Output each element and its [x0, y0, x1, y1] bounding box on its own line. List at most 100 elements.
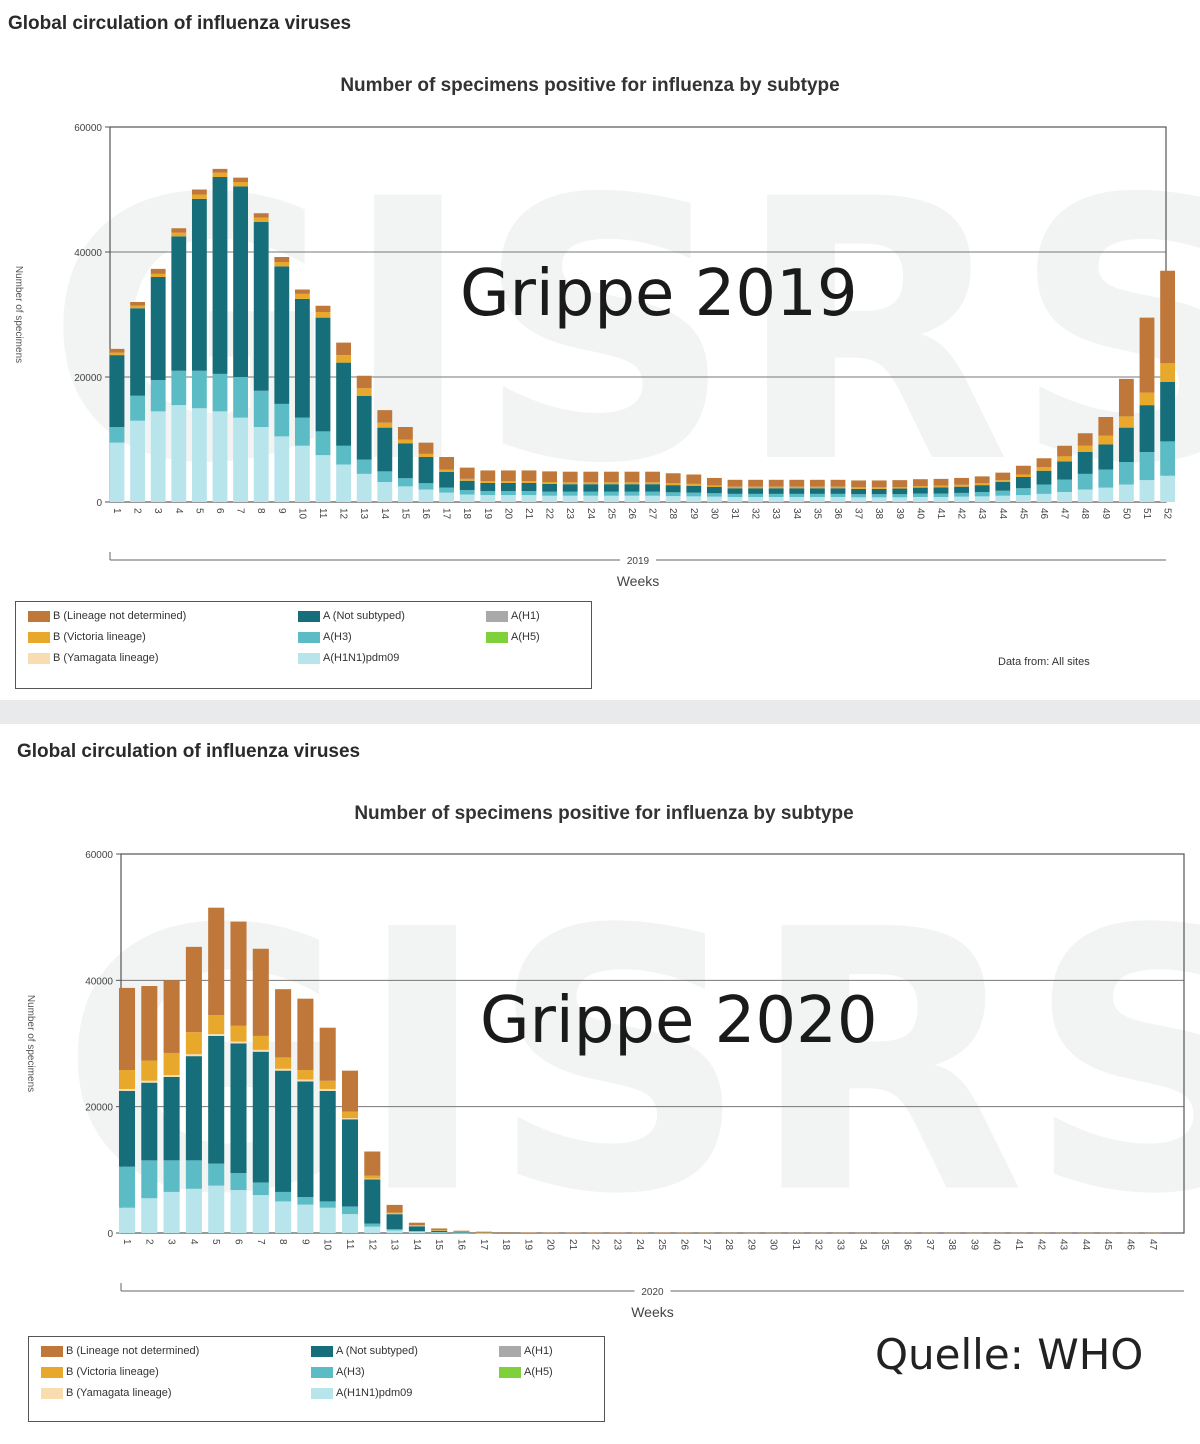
bar-segment-b_lineage_nd	[743, 1232, 760, 1234]
x-tick-label: 1	[111, 508, 122, 514]
bar-segment-a_h1n1pdm09	[418, 489, 434, 502]
bar-segment-a_h3	[230, 1172, 247, 1191]
bar-segment-a_h1n1pdm09	[892, 497, 908, 502]
bar-segment-a_h1n1pdm09	[583, 495, 599, 502]
x-tick-label: 36	[902, 1239, 913, 1251]
bar-segment-a_not_subtyped	[274, 266, 290, 404]
bar-segment-b_victoria	[665, 483, 681, 486]
bar-segment-b_lineage_nd	[654, 1232, 671, 1234]
x-tick-label: 34	[791, 508, 802, 520]
bar-segment-a_not_subtyped	[727, 488, 743, 494]
legend-label: A(H3)	[323, 631, 352, 643]
bar-segment-b_victoria	[319, 1080, 336, 1089]
chart-title: Number of specimens positive for influen…	[340, 75, 839, 96]
bar-segment-a_h3	[297, 1197, 314, 1205]
x-tick-label: 3	[152, 508, 163, 514]
bar-segment-a_h1n1pdm09	[397, 486, 413, 503]
bar-segment-a_not_subtyped	[1057, 461, 1073, 480]
bar-segment-a_not_subtyped	[459, 480, 475, 491]
bar-segment-a_not_subtyped	[191, 198, 207, 371]
bar-segment-b_lineage_nd	[789, 479, 805, 487]
bar-segment-b_lineage_nd	[944, 1232, 961, 1234]
x-tick-label: 21	[567, 1239, 578, 1251]
bar-segment-b_lineage_nd	[109, 348, 125, 353]
x-tick-label: 19	[522, 1239, 533, 1251]
bar-segment-a_h3	[212, 373, 228, 412]
bar-segment-a_h3	[171, 370, 187, 406]
legend-label: A(H1N1)pdm09	[323, 652, 400, 664]
x-tick-label: 43	[1058, 1239, 1069, 1251]
bar-segment-a_h1n1pdm09	[185, 1188, 202, 1233]
bar-segment-b_victoria	[1077, 445, 1093, 452]
bar-segment-a_h3	[475, 1232, 492, 1234]
bar-segment-a_h1n1pdm09	[1036, 493, 1052, 503]
bar-segment-b_lineage_nd	[341, 1070, 359, 1112]
bar-segment-a_h3	[459, 490, 475, 495]
bar-segment-a_h3	[418, 483, 434, 490]
bar-segment-b_lineage_nd	[832, 1232, 849, 1234]
legend-item-a_h5: A(H5)	[486, 631, 540, 643]
bar-segment-a_h3	[150, 380, 166, 412]
x-tick-label: 9	[299, 1239, 310, 1245]
bar-segment-b_lineage_nd	[408, 1222, 425, 1226]
bar-segment-a_h1n1pdm09	[706, 496, 722, 502]
legend-item-b_lineage_nd: B (Lineage not determined)	[41, 1345, 199, 1357]
legend-item-b_yamagata: B (Yamagata lineage)	[28, 652, 159, 664]
bar-segment-b_lineage_nd	[453, 1230, 470, 1232]
bar-segment-a_h3	[336, 445, 352, 465]
bar-segment-a_h3	[974, 492, 990, 497]
bar-segment-a_not_subtyped	[748, 488, 764, 494]
bar-segment-b_lineage_nd	[877, 1232, 894, 1234]
bar-segment-b_lineage_nd	[498, 1232, 515, 1233]
bar-segment-b_victoria	[230, 1025, 247, 1042]
bar-segment-b_lineage_nd	[208, 907, 225, 1016]
bar-segment-a_h1n1pdm09	[364, 1226, 381, 1233]
bar-segment-b_lineage_nd	[698, 1232, 715, 1234]
x-tick-label: 25	[656, 1239, 667, 1251]
bar-segment-b_lineage_nd	[294, 289, 310, 294]
bar-segment-b_lineage_nd	[274, 257, 290, 262]
x-tick-label: 12	[366, 1239, 377, 1251]
bar-segment-b_lineage_nd	[212, 168, 228, 173]
bar-segment-b_lineage_nd	[1100, 1232, 1117, 1234]
legend-item-b_yamagata: B (Yamagata lineage)	[41, 1387, 172, 1399]
bar-segment-a_h1n1pdm09	[954, 496, 970, 502]
bar-segment-b_lineage_nd	[475, 1231, 492, 1233]
bar-segment-a_h1n1pdm09	[748, 497, 764, 502]
bar-segment-b_victoria	[830, 486, 846, 489]
bar-segment-b_lineage_nd	[150, 268, 166, 274]
bar-segment-b_lineage_nd	[1118, 378, 1134, 417]
bar-segment-b_lineage_nd	[163, 980, 180, 1053]
year-label-bg	[634, 1285, 671, 1297]
bar-segment-a_h1n1pdm09	[933, 497, 949, 502]
bar-segment-a_h3	[727, 493, 743, 498]
bar-segment-a_h3	[319, 1201, 336, 1208]
bar-segment-b_victoria	[892, 487, 908, 489]
bar-segment-a_h1n1pdm09	[408, 1231, 425, 1233]
bar-segment-b_victoria	[386, 1212, 403, 1214]
y-tick-label: 60000	[74, 123, 102, 134]
bar-segment-a_h3	[686, 492, 702, 497]
bar-segment-b_lineage_nd	[587, 1232, 604, 1234]
bar-segment-b_lineage_nd	[141, 986, 158, 1061]
x-tick-label: 22	[544, 508, 555, 520]
bar-segment-a_not_subtyped	[603, 484, 619, 492]
bar-segment-a_h1n1pdm09	[851, 497, 867, 502]
x-tick-label: 47	[1147, 1239, 1158, 1251]
legend-item-b_victoria: B (Victoria lineage)	[41, 1366, 159, 1378]
bar-segment-b_victoria	[1036, 467, 1052, 471]
bar-segment-a_not_subtyped	[233, 186, 249, 378]
bar-segment-a_not_subtyped	[336, 362, 352, 446]
bar-segment-a_h1n1pdm09	[995, 495, 1011, 502]
x-tick-label: 50	[1120, 508, 1131, 520]
legend-label: A(H3)	[336, 1366, 365, 1378]
bar-segment-a_h3	[315, 431, 331, 456]
bar-segment-b_lineage_nd	[356, 375, 372, 389]
bar-segment-b_lineage_nd	[933, 478, 949, 486]
bar-segment-b_victoria	[624, 482, 640, 485]
x-tick-label: 30	[768, 1239, 779, 1251]
bar-segment-b_victoria	[686, 483, 702, 486]
bar-segment-a_not_subtyped	[364, 1179, 381, 1224]
chart-2020: GISRS Number of specimens positive for in…	[25, 803, 1200, 1320]
bar-segment-b_victoria	[912, 486, 928, 488]
